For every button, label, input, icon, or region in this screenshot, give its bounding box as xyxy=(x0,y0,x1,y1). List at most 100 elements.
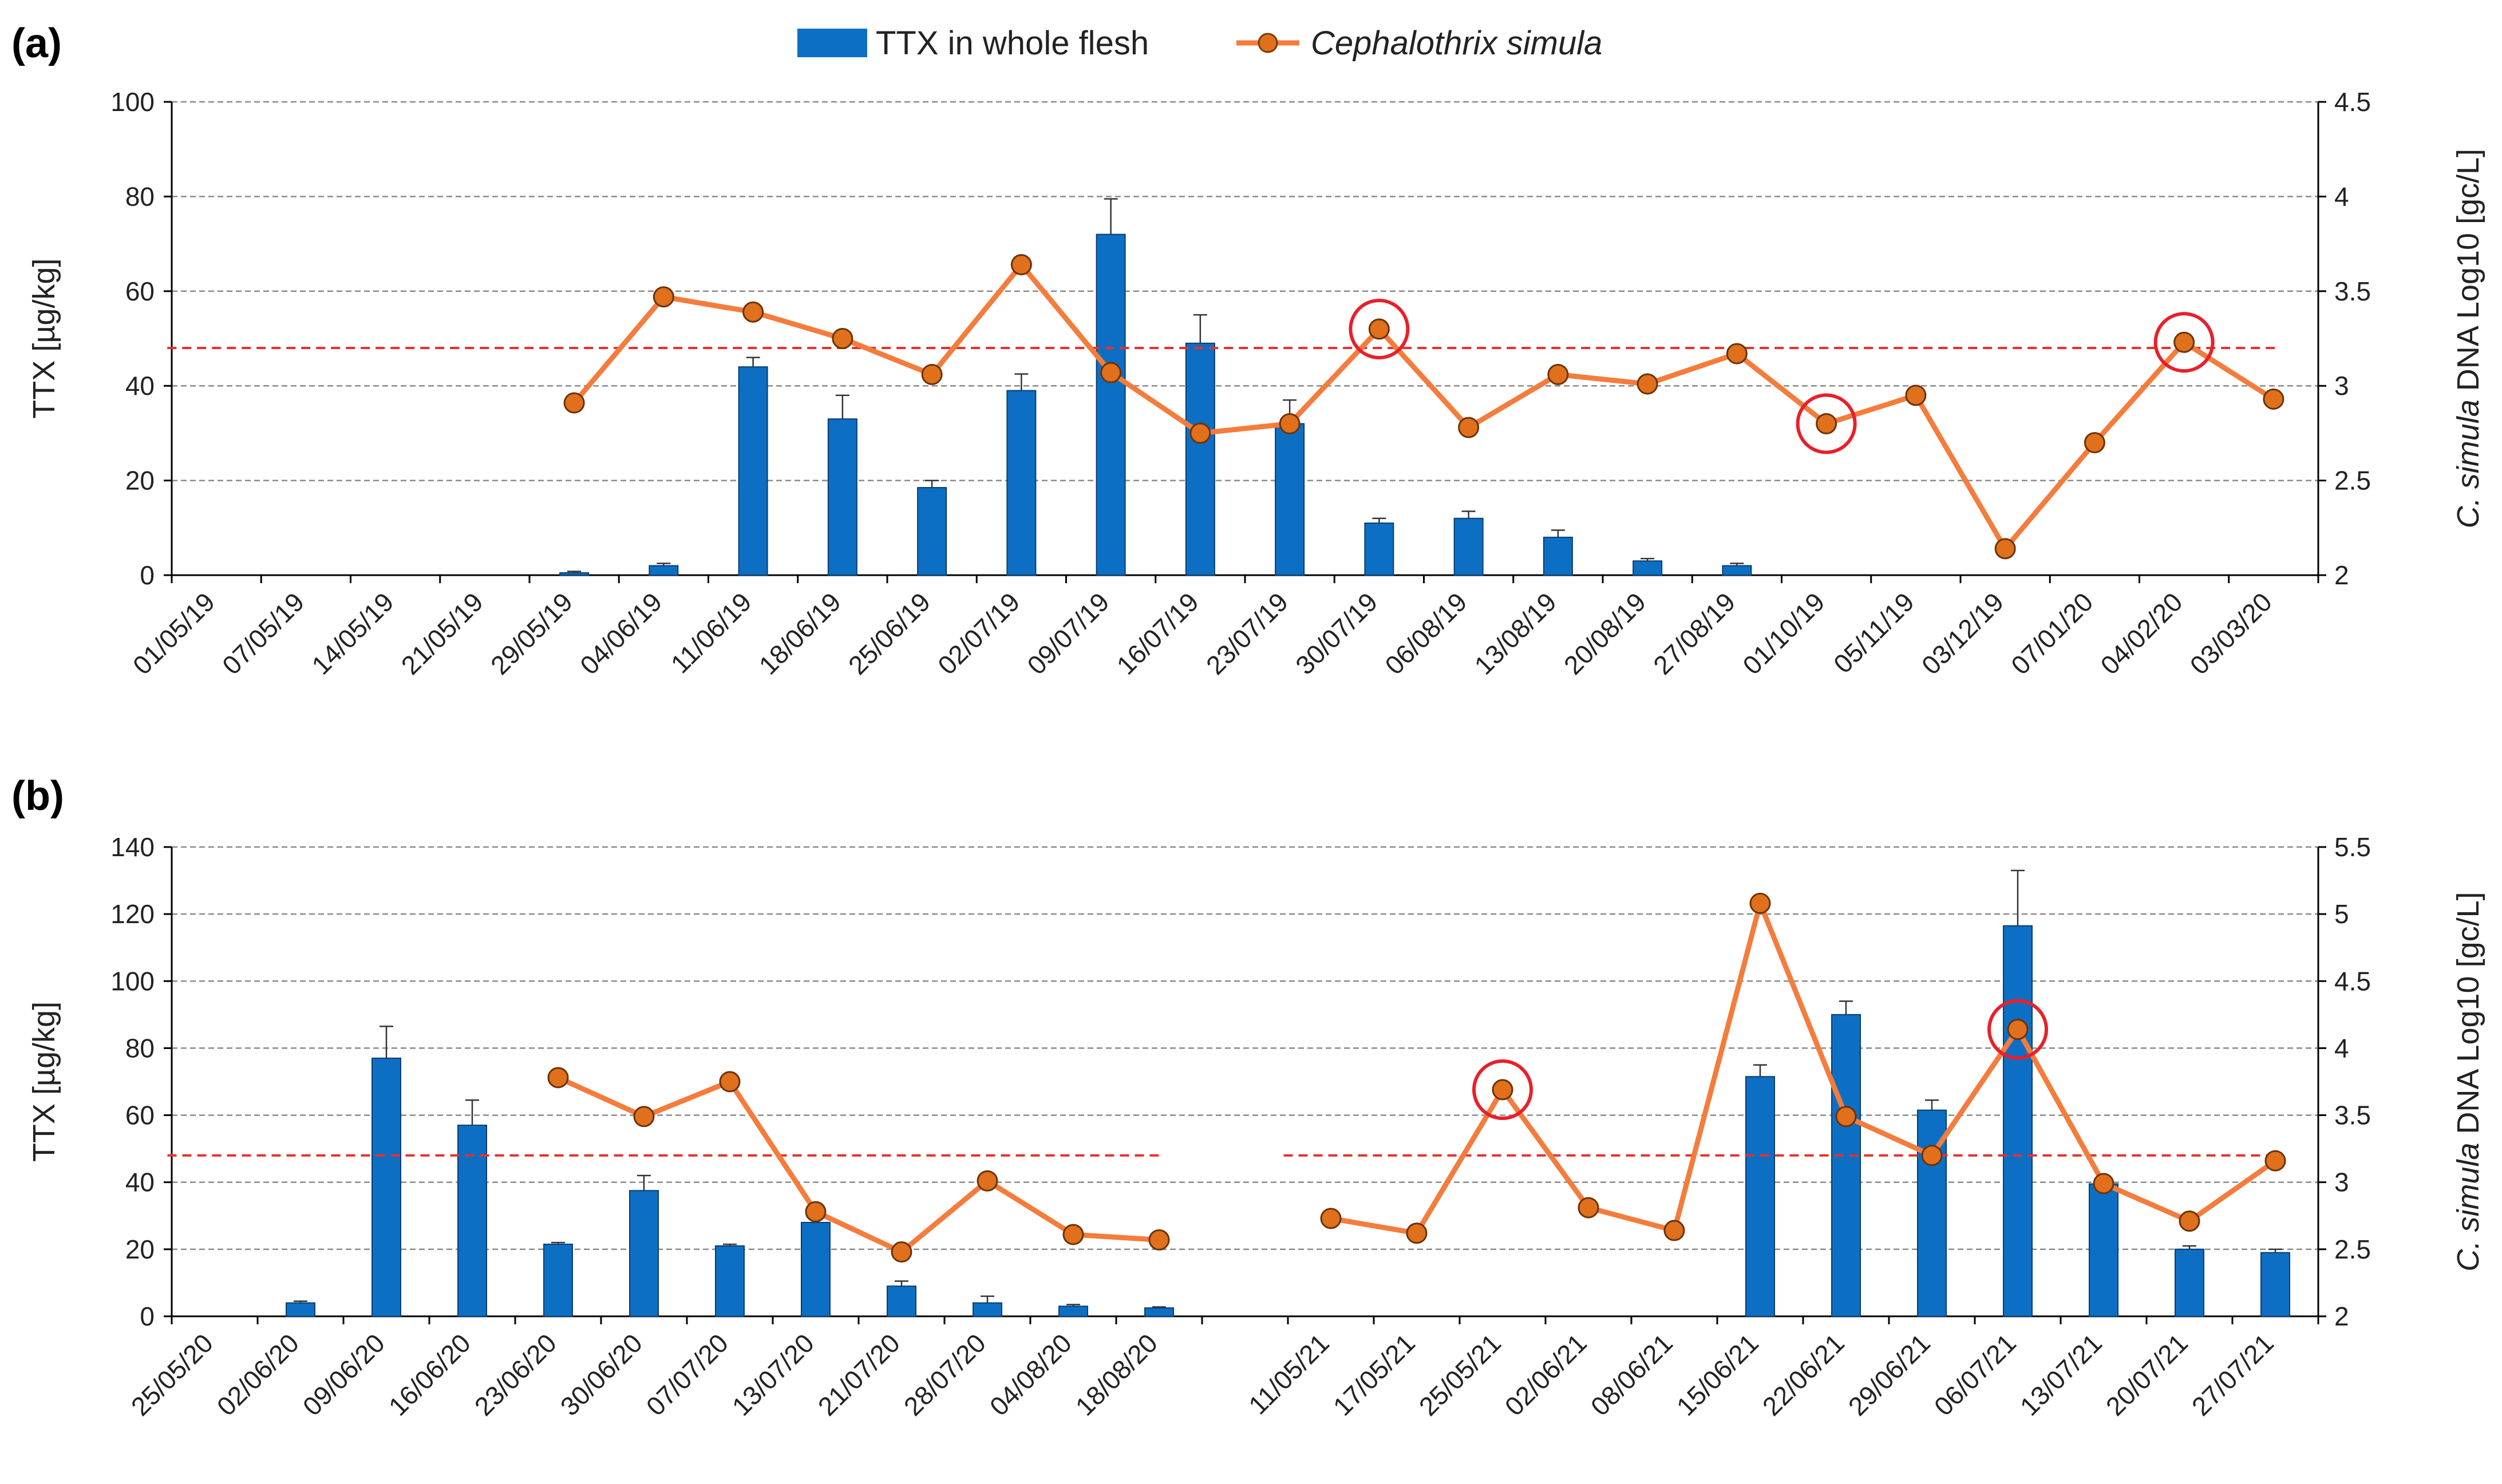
x-tick-label: 16/06/20 xyxy=(383,1328,476,1421)
panel-label: (a) xyxy=(11,21,62,66)
bar xyxy=(1144,1307,1174,1317)
y-right-tick-label: 2.5 xyxy=(2334,466,2371,496)
series-line-segment xyxy=(1757,900,1849,1119)
series-line-segment xyxy=(1586,1205,1677,1233)
x-tick-label: 25/05/21 xyxy=(1413,1328,1507,1421)
series-line-segment xyxy=(2181,339,2276,402)
bar xyxy=(2260,1252,2290,1317)
y-right-axis-title-units: DNA Log10 [gc/L] xyxy=(2451,892,2485,1142)
x-tick-label: 01/10/19 xyxy=(1737,587,1830,680)
y-right-tick-label: 2 xyxy=(2334,560,2349,590)
y-left-tick-label: 40 xyxy=(125,1168,155,1197)
x-tick-label: 08/06/21 xyxy=(1585,1328,1678,1421)
bar xyxy=(1722,565,1752,576)
y-right-tick-label: 4 xyxy=(2334,1033,2349,1063)
line-point xyxy=(719,1071,741,1093)
line-point xyxy=(2093,1173,2114,1194)
x-tick-label: 29/06/21 xyxy=(1843,1328,1936,1421)
series-line-segment xyxy=(641,1079,733,1119)
x-tick-label: 02/06/20 xyxy=(211,1328,305,1421)
y-left-tick-label: 140 xyxy=(110,832,155,862)
y-right-tick-label: 3 xyxy=(2334,1168,2349,1197)
series-line-segment xyxy=(1555,371,1650,387)
x-tick-label: 23/06/20 xyxy=(469,1328,562,1421)
x-tick-label: 13/07/20 xyxy=(726,1328,820,1421)
bar xyxy=(1364,523,1394,576)
x-tick-label: 15/06/21 xyxy=(1671,1328,1764,1421)
x-tick-label: 11/06/19 xyxy=(665,587,757,679)
bar xyxy=(2089,1183,2118,1317)
x-tick-label: 27/08/19 xyxy=(1647,587,1741,680)
series-line-segment xyxy=(2187,1158,2278,1224)
series-line-segment xyxy=(1287,326,1382,426)
bar xyxy=(1745,1076,1775,1317)
bar xyxy=(286,1302,315,1317)
line-point xyxy=(1749,892,1771,914)
y-left-tick-label: 60 xyxy=(125,1101,155,1130)
x-tick-label: 16/07/19 xyxy=(1111,587,1204,680)
y-left-tick-label: 40 xyxy=(125,371,155,401)
series-line-segment xyxy=(1671,900,1763,1233)
bar xyxy=(715,1245,745,1317)
highlight-circle xyxy=(1349,298,1410,359)
highlight-circle xyxy=(1472,1059,1533,1121)
bar xyxy=(649,565,679,576)
bar xyxy=(543,1244,573,1317)
line-point xyxy=(1905,385,1927,406)
line-point xyxy=(1279,413,1301,434)
series-line-segment xyxy=(555,1075,647,1119)
series-line-segment xyxy=(1197,421,1292,436)
bar xyxy=(1006,390,1037,576)
bar xyxy=(2003,925,2033,1317)
x-tick-label: 04/08/20 xyxy=(984,1328,1077,1421)
line-point xyxy=(2264,1150,2286,1172)
highlight-circle xyxy=(2153,312,2215,373)
x-tick-label: 06/08/19 xyxy=(1379,587,1472,680)
y-right-tick-label: 2 xyxy=(2334,1301,2349,1331)
x-tick-label: 04/02/20 xyxy=(2094,587,2188,680)
x-tick-label: 09/07/19 xyxy=(1021,587,1114,680)
x-tick-label: 30/06/20 xyxy=(555,1328,648,1421)
y-left-tick-label: 80 xyxy=(125,181,155,211)
x-tick-label: 18/06/19 xyxy=(753,587,847,680)
series-line-segment xyxy=(929,262,1024,377)
line-point xyxy=(1189,422,1211,444)
line-point xyxy=(1816,413,1837,434)
line-point xyxy=(977,1170,998,1192)
legend-line-marker xyxy=(1258,33,1278,53)
legend-line-label: Cephalothrix simula xyxy=(1311,25,1602,62)
bar xyxy=(1096,234,1126,576)
series-line-segment xyxy=(2101,1181,2192,1224)
bar xyxy=(371,1058,401,1317)
line-point xyxy=(1921,1145,1943,1166)
x-tick-label: 11/05/21 xyxy=(1243,1328,1335,1420)
x-tick-label: 06/07/21 xyxy=(1928,1328,2022,1421)
x-tick-label: 22/06/21 xyxy=(1757,1328,1850,1421)
x-tick-label: 25/05/20 xyxy=(125,1328,219,1421)
legend: TTX in whole flesh Cephalothrix simula xyxy=(797,25,1602,62)
line-point xyxy=(1726,343,1748,365)
line-point xyxy=(1835,1106,1857,1127)
x-tick-label: 07/07/20 xyxy=(641,1328,734,1421)
x-tick-label: 29/05/19 xyxy=(485,587,578,680)
x-tick-label: 20/07/21 xyxy=(2100,1328,2193,1421)
x-tick-label: 18/08/20 xyxy=(1070,1328,1163,1421)
y-right-tick-label: 4 xyxy=(2334,181,2349,211)
series-line-segment xyxy=(661,294,756,315)
x-tick-label: 30/07/19 xyxy=(1290,587,1383,680)
line-point xyxy=(1100,362,1122,383)
x-tick-label: 09/06/20 xyxy=(297,1328,390,1421)
highlight-circle xyxy=(1987,999,2048,1060)
bar xyxy=(2175,1248,2204,1317)
highlight-circle xyxy=(1796,393,1857,454)
line-point xyxy=(1320,1208,1342,1229)
series-line-segment xyxy=(899,1178,990,1255)
y-left-axis-title: TTX [µg/kg] xyxy=(27,1002,61,1162)
series-line-segment xyxy=(1108,370,1203,436)
bar xyxy=(738,366,768,576)
series-line-segment xyxy=(1824,393,1919,426)
bar xyxy=(1633,560,1663,576)
series-line-segment xyxy=(1500,1087,1591,1210)
bar xyxy=(1058,1305,1088,1317)
